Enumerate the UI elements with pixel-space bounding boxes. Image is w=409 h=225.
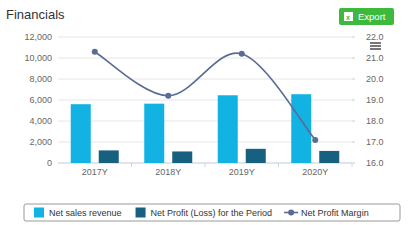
y2-tick-label: 21.0 — [366, 53, 384, 63]
chart-title: Financials — [6, 7, 65, 22]
y2-tick-label: 19.0 — [366, 95, 384, 105]
plot-area — [71, 49, 340, 163]
y2-tick-label: 22.0 — [366, 32, 384, 42]
bar — [144, 104, 164, 163]
export-icon[interactable] — [344, 12, 353, 21]
legend-label: Net Profit (Loss) for the Period — [151, 208, 273, 218]
line — [95, 52, 316, 140]
x-tick — [278, 163, 279, 167]
bar — [172, 151, 192, 163]
y-tick-label: 6,000 — [29, 95, 52, 105]
menu-icon — [370, 45, 381, 47]
export-label[interactable]: Export — [358, 11, 386, 22]
chart-root: Financials x Export 0 2,000 4,000 6,000 8,000 10… — [0, 0, 409, 225]
legend-swatch — [136, 208, 146, 218]
y2-tick — [352, 121, 355, 122]
grid-line — [58, 37, 352, 38]
line-marker — [312, 137, 318, 143]
legend-label: Net sales revenue — [49, 208, 122, 218]
x-tick-label: 2020Y — [302, 167, 328, 177]
x-tick-label: 2017Y — [82, 167, 108, 177]
export-icon-letter[interactable]: x — [346, 14, 350, 21]
y-tick-label: 2,000 — [29, 137, 52, 147]
bar — [218, 95, 238, 163]
bar — [99, 150, 119, 163]
y2-tick — [352, 79, 355, 80]
line-marker — [165, 93, 171, 99]
export-button-bg[interactable] — [339, 8, 394, 25]
y-tick-label: 4,000 — [29, 116, 52, 126]
bar — [291, 94, 311, 163]
legend-swatch — [34, 208, 44, 218]
y-tick-label: 12,000 — [24, 32, 52, 42]
line-marker — [239, 51, 245, 57]
x-tick-label: 2018Y — [155, 167, 181, 177]
y2-tick — [352, 142, 355, 143]
y2-tick — [352, 100, 355, 101]
menu-icon — [370, 42, 381, 44]
legend-swatch — [288, 210, 294, 216]
y-tick-label: 0 — [47, 158, 52, 168]
x-tick-label: 2019Y — [229, 167, 255, 177]
menu-icon — [370, 48, 381, 50]
bar — [71, 104, 91, 163]
x-tick — [131, 163, 132, 167]
y2-tick-label: 16.0 — [366, 158, 384, 168]
y2-tick-label: 17.0 — [366, 137, 384, 147]
legend-box — [24, 204, 400, 221]
y2-tick-label: 18.0 — [366, 116, 384, 126]
export-button[interactable]: x Export — [339, 8, 394, 25]
bar — [246, 149, 266, 163]
line-marker — [92, 49, 98, 55]
legend: Net sales revenue Net Profit (Loss) for t… — [24, 204, 400, 221]
x-tick — [352, 163, 353, 167]
x-tick — [205, 163, 206, 167]
y-tick-label: 10,000 — [24, 53, 52, 63]
bar — [319, 151, 339, 163]
y2-tick — [352, 37, 355, 38]
chart-svg: Financials x Export 0 2,000 4,000 6,000 8,000 10… — [0, 0, 409, 225]
grid-line — [58, 79, 352, 80]
y-tick-label: 8,000 — [29, 74, 52, 84]
y2-tick-label: 20.0 — [366, 74, 384, 84]
legend-label: Net Profit Margin — [301, 208, 369, 218]
y2-tick — [352, 58, 355, 59]
